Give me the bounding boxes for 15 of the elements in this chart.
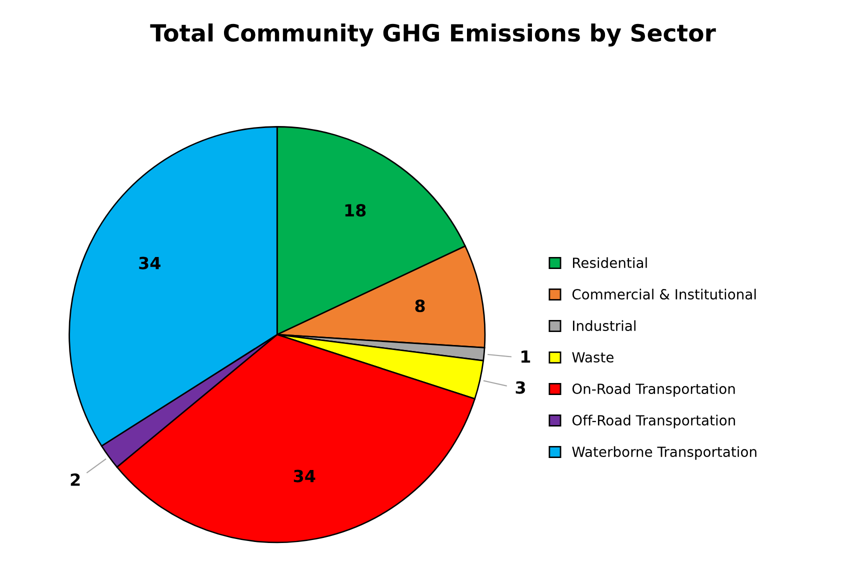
- data-label: 34: [139, 256, 160, 270]
- chart-title: Total Community GHG Emissions by Sector: [150, 23, 716, 47]
- legend-label: Residential: [573, 257, 647, 268]
- data-label: 8: [415, 300, 425, 312]
- data-label: 2: [70, 473, 80, 486]
- legend-label: Off-Road Transportation: [572, 414, 735, 428]
- legend-label: Waterborne Transportation: [572, 446, 756, 460]
- legend-label: Industrial: [573, 320, 636, 332]
- data-label: 34: [294, 470, 316, 482]
- legend-label: On-Road Transportation: [572, 383, 735, 397]
- legend-label: Waste: [572, 352, 614, 363]
- data-label: 18: [345, 204, 366, 217]
- data-label: 3: [516, 381, 525, 394]
- data-label: 1: [522, 350, 530, 363]
- legend-label: Commercial & Institutional: [572, 288, 756, 300]
